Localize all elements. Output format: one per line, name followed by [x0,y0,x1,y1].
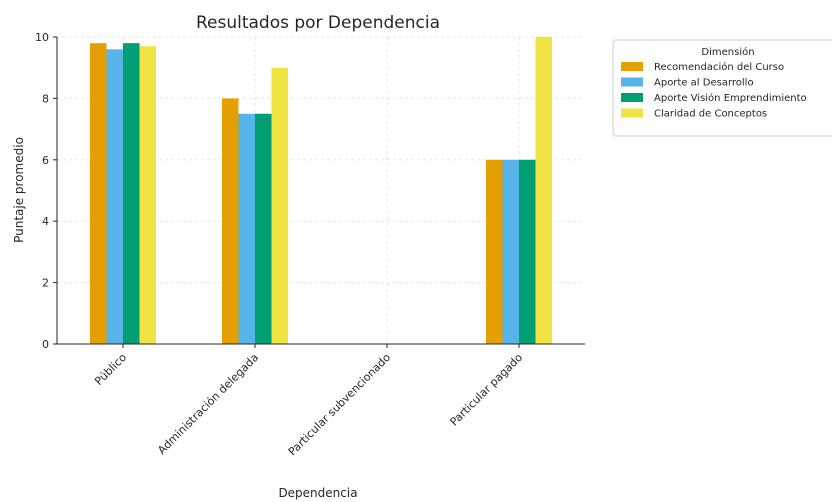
bar [486,159,503,344]
legend-label: Claridad de Conceptos [654,109,767,120]
bar [238,113,255,344]
x-ticks: Público Administración delegada Particular… [92,344,525,458]
x-tick-label: Administración delegada [155,351,261,457]
legend-label: Aporte Visión Emprendimiento [654,92,807,104]
x-tick-label: Particular pagado [448,351,526,429]
bar [255,113,272,344]
legend-label: Recomendación del Curso [654,61,784,73]
x-tick-label: Público [92,351,129,388]
bar [222,98,239,345]
axes [56,37,585,345]
legend-frame [612,39,832,137]
x-axis-label: Dependencia [278,486,357,500]
legend-swatch [621,93,643,102]
y-tick-label: 6 [42,154,49,167]
bar [90,43,107,344]
bar [123,43,140,344]
legend: Dimensión Recomendación del Curso Aporte … [612,39,832,137]
bar [106,49,123,344]
bar [519,159,536,344]
bars [90,37,552,345]
y-tick-label: 8 [42,92,49,105]
x-tick-label: Particular subvencionado [286,351,394,459]
legend-label: Aporte al Desarrollo [654,78,754,89]
legend-title: Dimensión [701,46,754,58]
legend-swatch [621,77,643,87]
y-ticks: 0 2 4 6 8 10 [35,31,57,351]
legend-swatch [621,62,643,71]
chart-title: Resultados por Dependencia [196,13,440,33]
legend-items: Recomendación del Curso Aporte al Desarro… [621,61,807,120]
legend-swatch [621,108,643,118]
y-tick-label: 10 [35,31,49,44]
bar [502,159,519,344]
y-tick-label: 0 [42,338,49,351]
y-tick-label: 4 [42,215,49,228]
bar [535,37,552,344]
bar [271,67,288,344]
bar [139,46,156,345]
y-tick-label: 2 [42,277,49,290]
y-axis-label: Puntaje promedio [12,137,26,243]
